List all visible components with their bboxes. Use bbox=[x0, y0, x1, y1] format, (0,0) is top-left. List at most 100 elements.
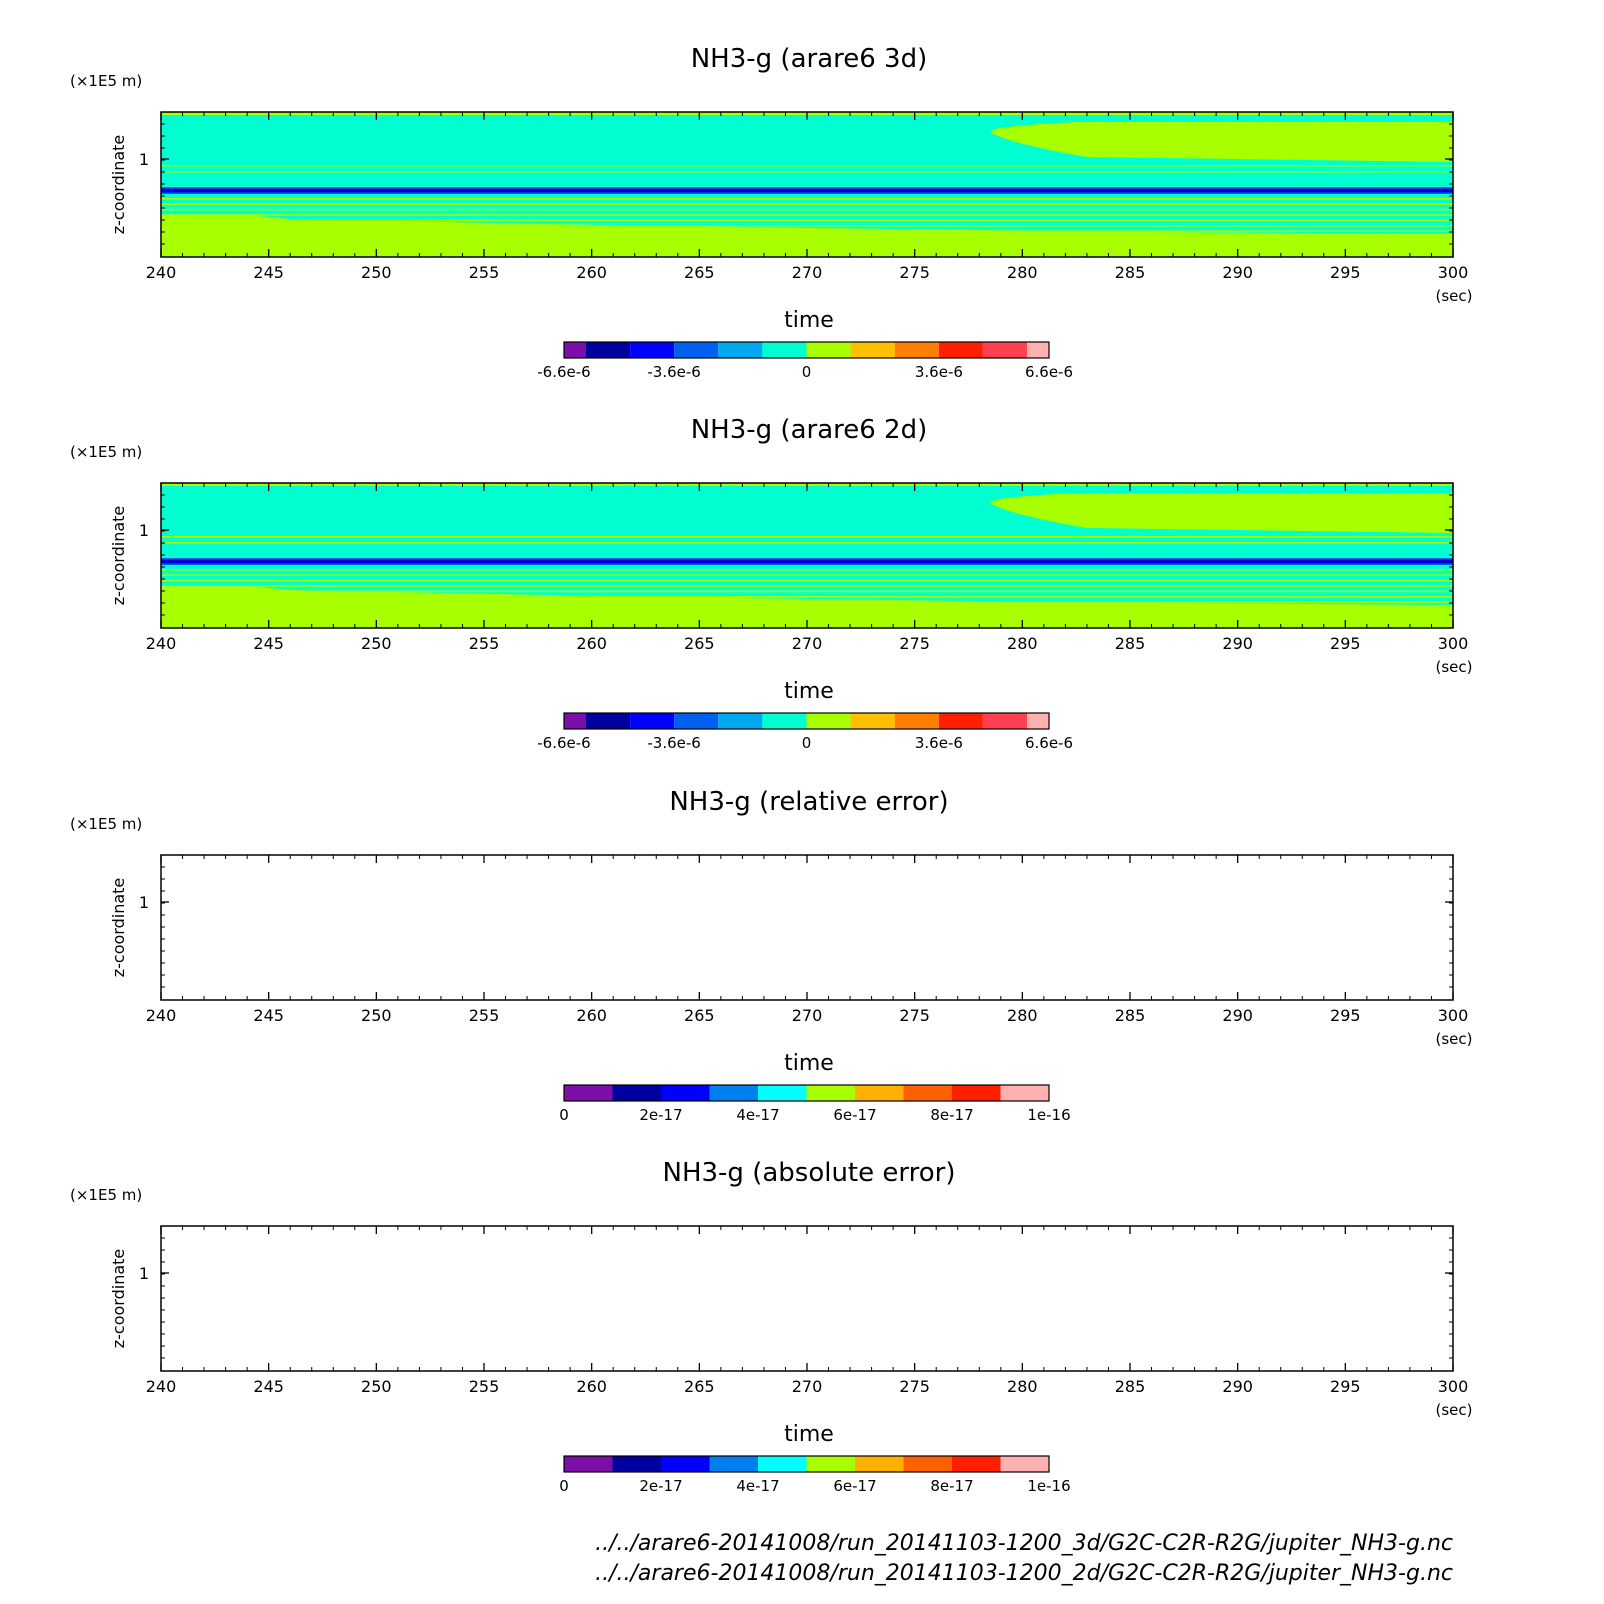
colorbar-swatch bbox=[612, 1456, 661, 1472]
colorbar-swatch bbox=[894, 342, 939, 358]
strata-line bbox=[161, 542, 1453, 544]
colorbar-tick-label: 3.6e-6 bbox=[915, 363, 963, 381]
x-tick-label: 240 bbox=[146, 634, 177, 653]
colorbar-swatch bbox=[630, 713, 675, 729]
x-axis-label: time bbox=[784, 1422, 834, 1447]
colorbar-swatch bbox=[709, 1085, 758, 1101]
colorbar-tick-label: 2e-17 bbox=[639, 1106, 682, 1124]
x-tick-label: 300 bbox=[1438, 263, 1469, 282]
colorbar: -6.6e-6 -3.6e-6 0 3.6e-6 6.6e-6 bbox=[537, 341, 1073, 381]
colorbar-swatch bbox=[806, 1456, 855, 1472]
colorbar-tick-label: 4e-17 bbox=[736, 1477, 779, 1495]
x-tick-label: 250 bbox=[361, 634, 392, 653]
colorbar-tick-label: 0 bbox=[802, 363, 812, 381]
y-unit-label: (×1E5 m) bbox=[70, 815, 142, 833]
strata-line bbox=[161, 198, 1453, 200]
x-tick-label: 280 bbox=[1007, 1006, 1038, 1025]
strata-line bbox=[161, 165, 1453, 167]
x-tick-label: 275 bbox=[899, 263, 930, 282]
x-tick-label: 300 bbox=[1438, 634, 1469, 653]
strata-line bbox=[161, 230, 1453, 232]
x-tick-label: 295 bbox=[1330, 634, 1361, 653]
x-tick-label: 285 bbox=[1115, 634, 1146, 653]
strata-line bbox=[161, 579, 1453, 582]
x-axis-label: time bbox=[784, 1051, 834, 1076]
colorbar-tick-label: 6e-17 bbox=[833, 1477, 876, 1495]
x-tick-label: 255 bbox=[469, 634, 500, 653]
x-unit-label: (sec) bbox=[1436, 1030, 1473, 1048]
y-axis-label: z-coordinate bbox=[109, 506, 128, 606]
contour-field bbox=[161, 112, 1453, 257]
x-tick-label: 245 bbox=[253, 1377, 284, 1396]
y-tick-label: 1 bbox=[139, 893, 149, 912]
y-tick-label: 1 bbox=[139, 1264, 149, 1283]
x-tick-label: 295 bbox=[1330, 1377, 1361, 1396]
x-unit-label: (sec) bbox=[1436, 658, 1473, 676]
x-tick-label: 295 bbox=[1330, 1006, 1361, 1025]
strata-line bbox=[161, 536, 1453, 538]
colorbar-tick-label: 0 bbox=[559, 1106, 569, 1124]
x-unit-label: (sec) bbox=[1436, 287, 1473, 305]
y-tick-label: 1 bbox=[139, 150, 149, 169]
colorbar-swatch bbox=[674, 713, 719, 729]
positive-region-upper bbox=[990, 122, 1453, 162]
colorbar-swatch bbox=[564, 1456, 613, 1472]
x-tick-label: 275 bbox=[899, 634, 930, 653]
footer-path-1: ../../arare6-20141008/run_20141103-1200_… bbox=[595, 1531, 1453, 1556]
panel-1: NH3-g (arare6 3d) (×1E5 m) 240 245 250 255 260… bbox=[70, 44, 1473, 381]
x-tick-label: 285 bbox=[1115, 263, 1146, 282]
x-tick-label: 295 bbox=[1330, 263, 1361, 282]
colorbar-swatch bbox=[586, 713, 631, 729]
strata-line bbox=[161, 225, 1453, 227]
strata-line bbox=[161, 171, 1453, 173]
colorbar-swatch bbox=[952, 1456, 1001, 1472]
colorbar-swatch bbox=[718, 342, 763, 358]
x-tick-label: 280 bbox=[1007, 263, 1038, 282]
x-tick-label: 265 bbox=[684, 1006, 715, 1025]
colorbar-swatch bbox=[938, 713, 983, 729]
colorbar-swatch bbox=[1027, 342, 1049, 358]
x-tick-label: 285 bbox=[1115, 1006, 1146, 1025]
colorbar-swatch bbox=[938, 342, 983, 358]
colorbar-tick-label: -6.6e-6 bbox=[537, 363, 590, 381]
x-tick-label: 290 bbox=[1222, 1377, 1253, 1396]
colorbar-swatch bbox=[1000, 1456, 1049, 1472]
x-tick-label: 250 bbox=[361, 1377, 392, 1396]
colorbar-swatch bbox=[982, 713, 1027, 729]
panel-title: NH3-g (absolute error) bbox=[663, 1158, 956, 1188]
colorbar-swatch bbox=[630, 342, 675, 358]
x-tick-label: 290 bbox=[1222, 263, 1253, 282]
x-tick-label: 245 bbox=[253, 263, 284, 282]
x-axis-label: time bbox=[784, 308, 834, 333]
x-tick-label: 255 bbox=[469, 263, 500, 282]
strata-line bbox=[161, 219, 1453, 222]
colorbar-swatch bbox=[758, 1456, 807, 1472]
x-tick-label: 265 bbox=[684, 634, 715, 653]
colorbar-swatch bbox=[762, 342, 807, 358]
colorbar-tick-label: 1e-16 bbox=[1027, 1477, 1070, 1495]
contour-field bbox=[161, 483, 1453, 628]
x-tick-label: 290 bbox=[1222, 634, 1253, 653]
plot-frame bbox=[160, 1225, 1454, 1372]
colorbar-swatch bbox=[612, 1085, 661, 1101]
panel-2: NH3-g (arare6 2d) (×1E5 m) 240 245 250 255 260… bbox=[70, 415, 1473, 752]
x-tick-label: 260 bbox=[576, 1377, 607, 1396]
x-tick-label: 270 bbox=[792, 1006, 823, 1025]
colorbar-swatch bbox=[850, 342, 895, 358]
x-tick-label: 265 bbox=[684, 263, 715, 282]
colorbar-tick-label: 4e-17 bbox=[736, 1106, 779, 1124]
colorbar-swatch bbox=[855, 1456, 904, 1472]
colorbar-tick-label: 6.6e-6 bbox=[1025, 734, 1073, 752]
colorbar-swatch bbox=[855, 1085, 904, 1101]
colorbar-swatch bbox=[894, 713, 939, 729]
panel-3: NH3-g (relative error) (×1E5 m) 240 245 250 2… bbox=[70, 787, 1473, 1124]
colorbar-tick-label: 2e-17 bbox=[639, 1477, 682, 1495]
strata-line bbox=[161, 596, 1453, 598]
colorbar: 0 2e-17 4e-17 6e-17 8e-17 1e-16 bbox=[559, 1455, 1071, 1495]
colorbar-tick-label: 6.6e-6 bbox=[1025, 363, 1073, 381]
x-tick-label: 290 bbox=[1222, 1006, 1253, 1025]
x-tick-label: 260 bbox=[576, 263, 607, 282]
x-tick-label: 300 bbox=[1438, 1006, 1469, 1025]
colorbar-swatch bbox=[709, 1456, 758, 1472]
x-tick-label: 280 bbox=[1007, 1377, 1038, 1396]
